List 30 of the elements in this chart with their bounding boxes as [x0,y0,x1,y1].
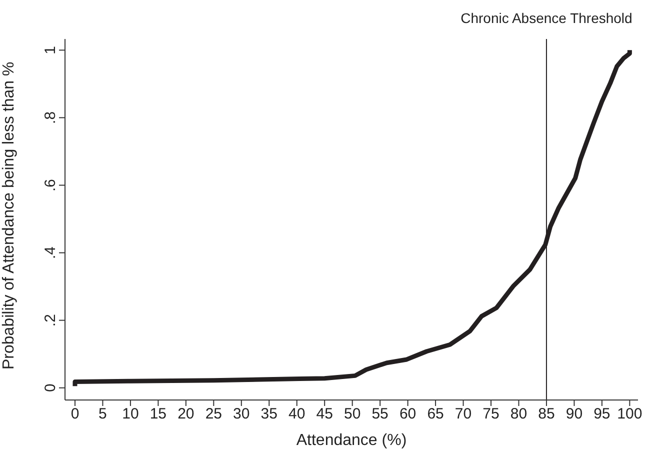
ref-line-label: Chronic Absence Threshold [460,10,632,26]
x-tick-label: 90 [566,406,583,423]
x-axis-title: Attendance (%) [296,432,407,449]
x-tick-label: 65 [427,406,444,423]
x-tick-label: 45 [316,406,333,423]
x-tick-label: 20 [178,406,194,423]
y-axis-title: Probability of Attendance being less than % [0,62,18,370]
x-tick-label: 80 [510,406,528,423]
x-tick-label: 35 [260,406,278,423]
x-tick-label: 85 [538,406,555,423]
x-tick-label: 40 [288,406,306,423]
y-tick-label: 0 [42,384,59,392]
x-tick-label: 75 [482,406,500,423]
x-tick-label: 30 [233,406,250,423]
x-tick-label: 70 [454,406,472,423]
x-tick-label: 25 [205,406,222,423]
x-tick-label: 60 [399,406,416,423]
x-tick-label: 100 [617,406,642,423]
x-tick-label: 95 [594,406,610,423]
x-tick-label: 55 [372,406,388,423]
y-tick-label: .4 [42,246,59,260]
x-tick-label: 10 [122,406,139,423]
x-tick-label: 15 [150,406,167,423]
y-tick-label: .6 [42,178,59,192]
y-tick-label: .2 [42,314,59,327]
y-tick-label: .8 [42,111,59,124]
y-tick-label: 1 [42,46,59,54]
x-tick-label: 5 [98,406,107,423]
x-tick-label: 50 [344,406,361,423]
x-tick-label: 0 [70,406,80,423]
